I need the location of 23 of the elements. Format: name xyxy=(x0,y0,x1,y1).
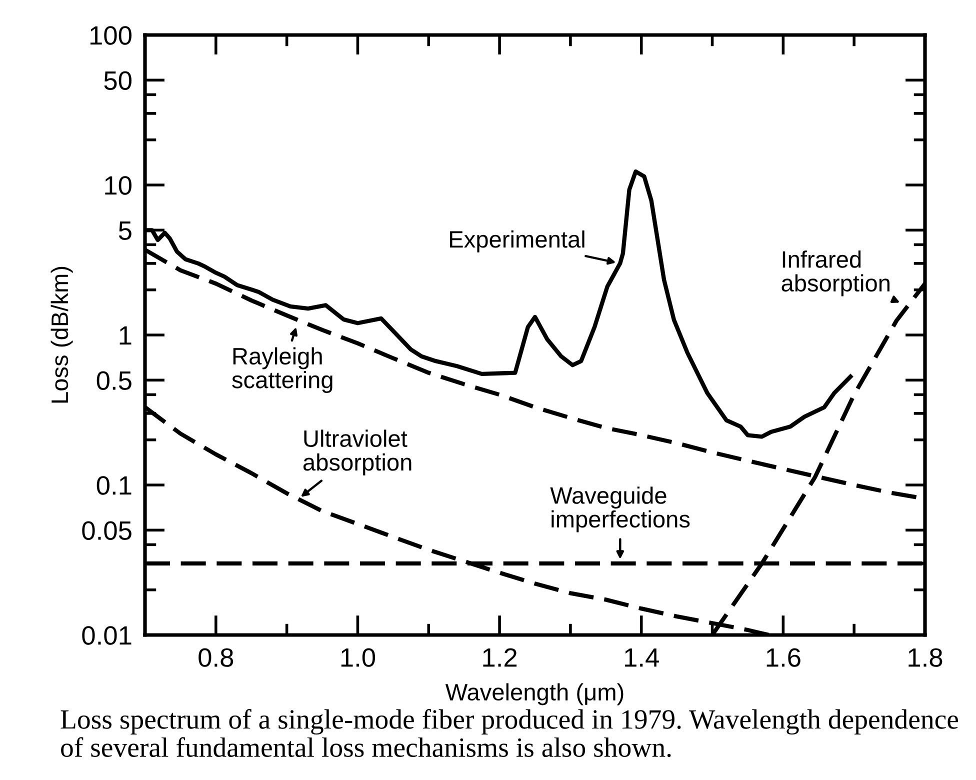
x-tick-label: 1.0 xyxy=(341,648,376,667)
y-tick-label: 0.5 xyxy=(96,371,132,390)
x-tick-label: 1.8 xyxy=(908,648,942,667)
annotation: Experimental xyxy=(450,230,584,252)
x-tick-label: 1.6 xyxy=(766,648,800,667)
y-tick-label: 100 xyxy=(90,26,132,45)
y-tick-label: 0.01 xyxy=(82,626,132,645)
y-tick-label: 0.1 xyxy=(96,476,132,495)
annotation: Ultraviolet absorption xyxy=(303,430,412,476)
x-tick-label: 1.4 xyxy=(625,648,659,667)
annotation: Waveguide imperfections xyxy=(550,486,690,532)
annotation: Rayleigh scattering xyxy=(232,347,332,393)
y-tick-label: 10 xyxy=(105,176,132,195)
y-tick-label: 50 xyxy=(104,71,132,90)
y-tick-label: 5 xyxy=(118,222,132,240)
y-tick-label: 0.05 xyxy=(82,521,132,540)
y-axis-title: Loss (dB/km) xyxy=(50,266,73,403)
x-tick-label: 0.8 xyxy=(198,648,234,667)
annotation: Infrared absorption xyxy=(782,250,890,296)
text: Loss spectrum of a single-mode fiber produced in 1979. Wavelength dependence of several fundamental loss mechanisms is also shown. xyxy=(60,709,958,758)
y-tick-label: 1 xyxy=(120,326,132,345)
x-axis-title: Wavelength (μm) xyxy=(445,683,624,706)
x-tick-label: 1.2 xyxy=(483,648,517,667)
